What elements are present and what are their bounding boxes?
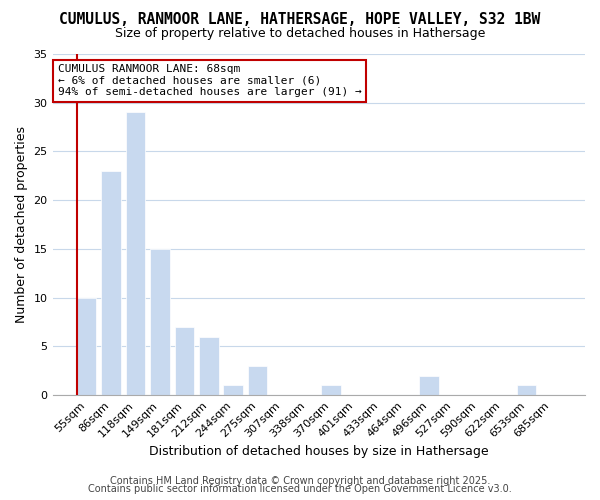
X-axis label: Distribution of detached houses by size in Hathersage: Distribution of detached houses by size … [149,444,488,458]
Bar [150,249,170,395]
Bar [223,386,243,395]
Bar [175,327,194,395]
Bar [248,366,268,395]
Text: CUMULUS RANMOOR LANE: 68sqm
← 6% of detached houses are smaller (6)
94% of semi-: CUMULUS RANMOOR LANE: 68sqm ← 6% of deta… [58,64,362,98]
Bar [321,386,341,395]
Bar [77,298,97,395]
Text: Contains HM Land Registry data © Crown copyright and database right 2025.: Contains HM Land Registry data © Crown c… [110,476,490,486]
Text: CUMULUS, RANMOOR LANE, HATHERSAGE, HOPE VALLEY, S32 1BW: CUMULUS, RANMOOR LANE, HATHERSAGE, HOPE … [59,12,541,28]
Y-axis label: Number of detached properties: Number of detached properties [15,126,28,323]
Bar [101,171,121,395]
Bar [125,112,145,395]
Text: Contains public sector information licensed under the Open Government Licence v3: Contains public sector information licen… [88,484,512,494]
Bar [199,336,218,395]
Bar [419,376,439,395]
Bar [517,386,536,395]
Text: Size of property relative to detached houses in Hathersage: Size of property relative to detached ho… [115,28,485,40]
